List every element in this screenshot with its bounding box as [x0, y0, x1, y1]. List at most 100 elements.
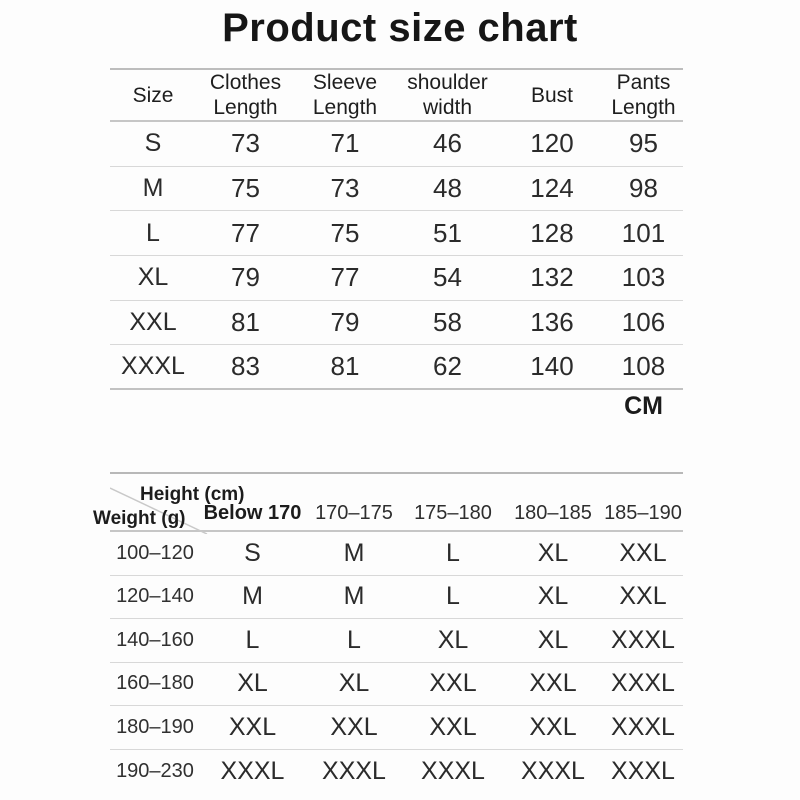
- table-cell: 95: [629, 128, 658, 159]
- column-header-170-175: 170–175: [315, 502, 393, 524]
- table-cell: XXXL: [611, 756, 675, 785]
- table-cell: XXXL: [421, 756, 485, 785]
- table-cell: XXXL: [521, 756, 585, 785]
- table-cell: 83: [231, 351, 260, 382]
- table-cell: XXL: [619, 538, 667, 567]
- column-header-clothes-length: Clothes Length: [209, 71, 282, 119]
- table-cell: L: [347, 625, 361, 654]
- table-cell: L: [446, 538, 460, 567]
- fit-table: Height (cm) Weight (g) Below 170 170–175…: [93, 472, 683, 794]
- size-label: XL: [137, 263, 169, 292]
- table-cell: XL: [537, 625, 569, 654]
- table-cell: S: [244, 538, 261, 567]
- table-row: 160–180 XL XL XXL XXL XXXL: [110, 663, 683, 706]
- size-label: M: [142, 174, 164, 203]
- weight-range-label: 140–160: [116, 628, 194, 651]
- table-cell: 77: [231, 217, 260, 248]
- table-cell: XXL: [619, 582, 667, 611]
- table-cell: 73: [231, 128, 260, 159]
- table-cell: 51: [433, 217, 462, 248]
- weight-range-label: 160–180: [116, 672, 194, 695]
- table-cell: 79: [231, 262, 260, 293]
- table-cell: XXXL: [611, 625, 675, 654]
- table-cell: XL: [338, 669, 370, 698]
- table-row: 120–140 M M L XL XXL: [110, 576, 683, 619]
- page-title: Product size chart: [222, 6, 578, 50]
- table-cell: 81: [330, 351, 360, 382]
- table-cell: 71: [330, 128, 360, 159]
- table-cell: 106: [621, 307, 666, 338]
- table-cell: 79: [330, 307, 360, 338]
- table-cell: XXL: [228, 712, 277, 741]
- weight-range-label: 180–190: [116, 715, 194, 738]
- table-cell: 140: [530, 351, 574, 382]
- table-cell: 48: [433, 173, 462, 204]
- table-cell: XXL: [429, 712, 477, 741]
- table-cell: XXL: [529, 712, 577, 741]
- table-cell: XL: [537, 538, 569, 567]
- column-header-sleeve-length: Sleeve Length: [312, 71, 378, 119]
- table-cell: XL: [537, 582, 569, 611]
- column-header-size: Size: [132, 83, 174, 107]
- table-cell: 136: [530, 307, 574, 338]
- table-row: 100–120 S M L XL XXL: [110, 532, 683, 576]
- table-cell: 101: [621, 217, 666, 248]
- fit-table-column-headers: Below 170 170–175 175–180 180–185 185–19…: [200, 503, 683, 523]
- table-cell: 75: [330, 217, 360, 248]
- fit-table-header: Height (cm) Weight (g) Below 170 170–175…: [93, 472, 683, 534]
- weight-range-label: 120–140: [116, 585, 194, 608]
- table-cell: 128: [530, 217, 574, 248]
- table-row: 180–190 XXL XXL XXL XXL XXXL: [110, 706, 683, 750]
- table-row: L 77 75 51 128 101: [110, 211, 683, 257]
- diagonal-divider: [110, 487, 208, 534]
- table-cell: XXL: [429, 669, 477, 698]
- table-cell: M: [242, 582, 263, 611]
- table-cell: 77: [330, 262, 360, 293]
- size-label: L: [146, 218, 160, 247]
- table-row: 140–160 L L XL XL XXXL: [110, 619, 683, 663]
- table-cell: 132: [530, 262, 574, 293]
- table-cell: 124: [530, 173, 574, 204]
- column-header-pants-length: Pants Length: [611, 71, 676, 119]
- weight-range-label: 100–120: [116, 541, 194, 564]
- table-cell: XXXL: [322, 756, 386, 785]
- table-row: XXL 81 79 58 136 106: [110, 301, 683, 346]
- size-label: XXL: [129, 308, 177, 337]
- table-cell: 98: [629, 173, 658, 204]
- size-table: Size Clothes Length Sleeve Length should…: [110, 68, 683, 391]
- table-cell: 103: [621, 262, 666, 293]
- table-cell: XL: [437, 625, 469, 654]
- table-cell: M: [343, 538, 365, 567]
- column-header-185-190: 185–190: [604, 502, 682, 524]
- table-cell: 81: [231, 307, 260, 338]
- table-row: S 73 71 46 120 95: [110, 122, 683, 167]
- axis-weight-label: Weight (g): [93, 508, 186, 529]
- table-row: XL 79 77 54 132 103: [110, 256, 683, 301]
- table-cell: 73: [330, 173, 360, 204]
- table-cell: L: [245, 625, 260, 654]
- weight-range-label: 190–230: [116, 759, 194, 782]
- table-cell: XXXL: [611, 669, 675, 698]
- size-table-header: Size Clothes Length Sleeve Length should…: [110, 68, 683, 122]
- table-cell: M: [343, 582, 365, 611]
- column-header-175-180: 175–180: [414, 502, 492, 524]
- table-cell: XXXL: [611, 712, 675, 741]
- table-cell: XL: [237, 669, 268, 698]
- unit-label: CM: [624, 392, 663, 420]
- table-row: XXXL 83 81 62 140 108: [110, 345, 683, 391]
- table-cell: 120: [530, 128, 574, 159]
- axis-height-label: Height (cm): [140, 484, 245, 505]
- column-header-bust: Bust: [530, 83, 574, 107]
- table-cell: XXL: [330, 712, 378, 741]
- column-header-shoulder-width: shoulder width: [407, 71, 488, 119]
- table-row: M 75 73 48 124 98: [110, 167, 683, 212]
- table-cell: 58: [433, 307, 462, 338]
- size-label: S: [144, 129, 162, 158]
- table-row: 190–230 XXXL XXXL XXXL XXXL XXXL: [110, 750, 683, 794]
- size-label: XXXL: [121, 352, 185, 381]
- table-cell: XXXL: [220, 756, 285, 785]
- column-header-180-185: 180–185: [514, 502, 592, 524]
- table-cell: 54: [433, 262, 462, 293]
- table-cell: L: [446, 582, 460, 611]
